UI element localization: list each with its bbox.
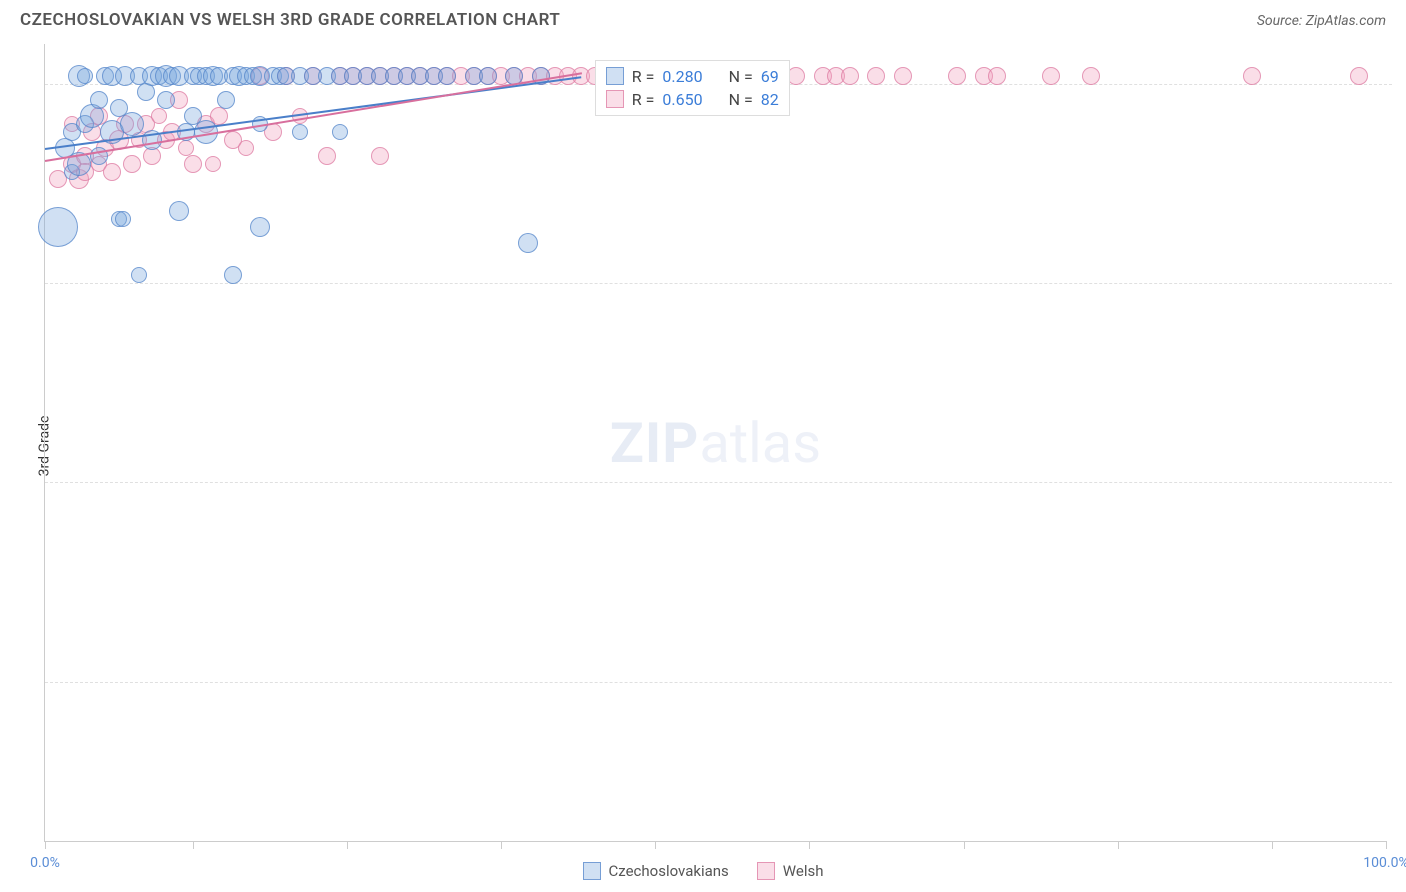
- watermark-atlas: atlas: [699, 410, 821, 476]
- data-point-b: [948, 67, 966, 85]
- x-tick: [1386, 841, 1387, 849]
- data-point-a: [77, 68, 93, 84]
- stats-r-label: R =: [632, 67, 655, 86]
- stats-r-value: 0.650: [662, 90, 702, 109]
- data-point-b: [1243, 67, 1261, 85]
- gridline: [45, 482, 1392, 483]
- chart-title: CZECHOSLOVAKIAN VS WELSH 3RD GRADE CORRE…: [20, 10, 560, 30]
- data-point-b: [371, 147, 389, 165]
- data-point-a: [157, 91, 175, 109]
- stats-r-label: R =: [632, 90, 655, 109]
- data-point-b: [178, 140, 194, 156]
- stats-row: R = 0.650 N = 82: [606, 88, 779, 111]
- y-tick-label: 92.5%: [1396, 674, 1406, 690]
- data-point-a: [38, 207, 78, 247]
- legend-item-b: Welsh: [757, 862, 824, 880]
- data-point-b: [894, 67, 912, 85]
- data-point-a: [250, 217, 270, 237]
- stats-n-value: 69: [761, 67, 779, 86]
- data-point-b: [205, 156, 221, 172]
- data-point-b: [1350, 67, 1368, 85]
- stats-n-label: N =: [729, 90, 753, 109]
- data-point-b: [151, 108, 167, 124]
- data-point-b: [841, 67, 859, 85]
- x-tick: [655, 841, 656, 849]
- x-tick: [193, 841, 194, 849]
- x-tick: [809, 841, 810, 849]
- legend: Czechoslovakians Welsh: [0, 862, 1406, 880]
- data-point-b: [1042, 67, 1060, 85]
- data-point-a: [438, 67, 456, 85]
- y-tick-label: 95.0%: [1396, 474, 1406, 490]
- data-point-a: [332, 124, 348, 140]
- data-point-a: [292, 124, 308, 140]
- stats-r-value: 0.280: [662, 67, 702, 86]
- x-tick: [1118, 841, 1119, 849]
- data-point-b: [238, 140, 254, 156]
- stats-swatch: [606, 90, 624, 108]
- plot-area: ZIPatlas 100.0%97.5%95.0%92.5%0.0%100.0%…: [44, 44, 1386, 842]
- x-tick: [1272, 841, 1273, 849]
- data-point-b: [867, 67, 885, 85]
- stats-n-value: 82: [761, 90, 779, 109]
- data-point-a: [115, 211, 131, 227]
- data-point-a: [479, 67, 497, 85]
- data-point-a: [518, 233, 538, 253]
- legend-item-a: Czechoslovakians: [583, 862, 729, 880]
- x-tick: [964, 841, 965, 849]
- x-tick: [347, 841, 348, 849]
- y-tick-label: 100.0%: [1396, 76, 1406, 92]
- gridline: [45, 283, 1392, 284]
- data-point-b: [988, 67, 1006, 85]
- data-point-b: [184, 155, 202, 173]
- data-point-a: [169, 201, 189, 221]
- stats-n-label: N =: [729, 67, 753, 86]
- legend-label-a: Czechoslovakians: [609, 862, 729, 880]
- data-point-b: [103, 163, 121, 181]
- gridline: [45, 682, 1392, 683]
- data-point-a: [90, 91, 108, 109]
- legend-swatch-a: [583, 862, 601, 880]
- stats-box: R = 0.280 N = 69 R = 0.650 N = 82: [595, 60, 790, 116]
- stats-row: R = 0.280 N = 69: [606, 65, 779, 88]
- data-point-a: [224, 266, 242, 284]
- stats-swatch: [606, 67, 624, 85]
- x-tick: [45, 841, 46, 849]
- data-point-b: [123, 155, 141, 173]
- watermark: ZIPatlas: [610, 410, 821, 476]
- legend-label-b: Welsh: [783, 862, 824, 880]
- watermark-zip: ZIP: [610, 410, 699, 476]
- data-point-b: [318, 147, 336, 165]
- x-tick: [501, 841, 502, 849]
- data-point-a: [131, 267, 147, 283]
- data-point-a: [217, 91, 235, 109]
- data-point-a: [120, 112, 144, 136]
- source-label: Source: ZipAtlas.com: [1257, 13, 1386, 29]
- y-tick-label: 97.5%: [1396, 275, 1406, 291]
- data-point-b: [1082, 67, 1100, 85]
- legend-swatch-b: [757, 862, 775, 880]
